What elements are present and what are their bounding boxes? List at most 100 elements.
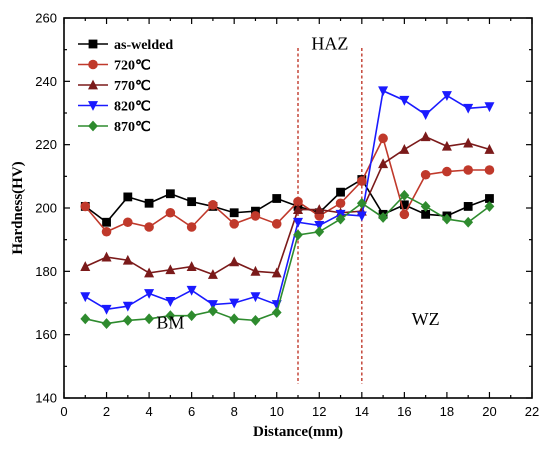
data-point xyxy=(314,221,325,231)
data-point xyxy=(336,187,345,197)
data-point xyxy=(378,212,388,223)
legend-item: 770℃ xyxy=(78,79,151,94)
data-point xyxy=(101,304,112,315)
y-tick-label: 220 xyxy=(35,137,57,152)
data-point xyxy=(229,208,239,218)
data-point xyxy=(293,204,303,214)
y-tick-label: 140 xyxy=(35,391,57,406)
data-point xyxy=(357,176,367,186)
data-point xyxy=(186,261,197,271)
data-point xyxy=(271,267,282,278)
data-point xyxy=(229,298,240,309)
data-point xyxy=(186,310,197,322)
data-point xyxy=(463,137,474,148)
data-point xyxy=(399,200,409,210)
data-point xyxy=(314,204,325,214)
data-point xyxy=(165,310,176,322)
x-tick-label: 8 xyxy=(231,404,238,419)
legend-item: 870℃ xyxy=(78,120,151,135)
data-point xyxy=(250,315,261,326)
legend-label: as-welded xyxy=(114,38,173,53)
data-point xyxy=(207,300,218,310)
legend-label: 720℃ xyxy=(114,59,151,74)
chart-axes: 0 2 4 6 8 10 12 14 16 18 20 22 140 160 180 200 220 240 260 xyxy=(35,11,539,420)
x-tick-label: 22 xyxy=(525,404,539,419)
x-tick-label: 2 xyxy=(103,404,110,419)
data-point xyxy=(165,189,175,199)
zone-label: BM xyxy=(156,312,184,332)
data-point xyxy=(442,213,452,225)
data-point xyxy=(250,292,261,303)
x-tick-label: 16 xyxy=(397,404,411,419)
y-axis-title: Hardness(HV) xyxy=(10,161,26,254)
legend-item: 720℃ xyxy=(78,59,151,74)
data-point xyxy=(314,226,325,238)
data-point xyxy=(102,217,111,227)
data-point xyxy=(101,318,112,329)
data-point xyxy=(356,211,367,222)
data-point xyxy=(123,192,133,202)
legend-label: 770℃ xyxy=(114,79,151,94)
data-point xyxy=(463,165,473,175)
data-point xyxy=(293,229,303,241)
x-tick-label: 0 xyxy=(60,404,67,419)
data-point xyxy=(208,305,218,317)
series-group xyxy=(80,189,495,329)
legend-item: as-welded xyxy=(78,38,173,53)
data-point xyxy=(144,222,154,232)
data-point xyxy=(122,301,133,312)
legend-label: 870℃ xyxy=(114,120,151,135)
data-point xyxy=(229,313,240,325)
legend-marker xyxy=(88,120,98,132)
y-tick-label: 180 xyxy=(35,264,57,279)
x-tick-label: 10 xyxy=(269,404,283,419)
data-point xyxy=(271,307,282,318)
data-point xyxy=(399,144,410,154)
data-point xyxy=(144,267,155,278)
data-point xyxy=(463,103,474,114)
x-tick-label: 18 xyxy=(440,404,454,419)
data-point xyxy=(187,197,197,207)
data-point xyxy=(207,269,218,279)
data-point xyxy=(399,209,410,220)
data-point xyxy=(441,91,452,101)
data-point xyxy=(80,292,91,303)
data-point xyxy=(356,197,367,209)
data-point xyxy=(186,222,197,232)
legend-marker xyxy=(88,79,98,90)
data-point xyxy=(80,313,91,325)
data-point xyxy=(144,289,155,299)
data-point xyxy=(484,201,495,212)
chart-series xyxy=(80,86,495,329)
data-point xyxy=(399,95,410,106)
data-point xyxy=(335,213,346,225)
data-point xyxy=(165,264,176,275)
data-point xyxy=(420,131,431,142)
data-point xyxy=(399,189,410,201)
data-point xyxy=(378,158,389,169)
data-point xyxy=(484,144,495,154)
data-point xyxy=(441,140,452,151)
zone-label: WZ xyxy=(412,309,440,329)
data-point xyxy=(293,217,303,228)
y-tick-label: 260 xyxy=(35,11,57,26)
series-group xyxy=(80,133,495,237)
x-tick-label: 14 xyxy=(355,404,369,419)
y-tick-label: 240 xyxy=(35,74,57,89)
data-point xyxy=(250,265,261,276)
data-point xyxy=(378,86,389,97)
x-tick-label: 4 xyxy=(145,404,152,419)
legend-marker xyxy=(88,59,98,70)
data-point xyxy=(420,201,431,212)
data-point xyxy=(463,202,473,211)
zone-labels: BM HAZ WZ xyxy=(156,34,439,333)
series-group xyxy=(80,86,495,315)
data-point xyxy=(420,110,431,120)
y-tick-label: 160 xyxy=(35,327,57,342)
y-tick-label: 200 xyxy=(35,201,57,216)
data-point xyxy=(80,201,91,212)
x-tick-label: 20 xyxy=(482,404,496,419)
data-point xyxy=(272,194,282,203)
legend-label: 820℃ xyxy=(114,100,151,115)
